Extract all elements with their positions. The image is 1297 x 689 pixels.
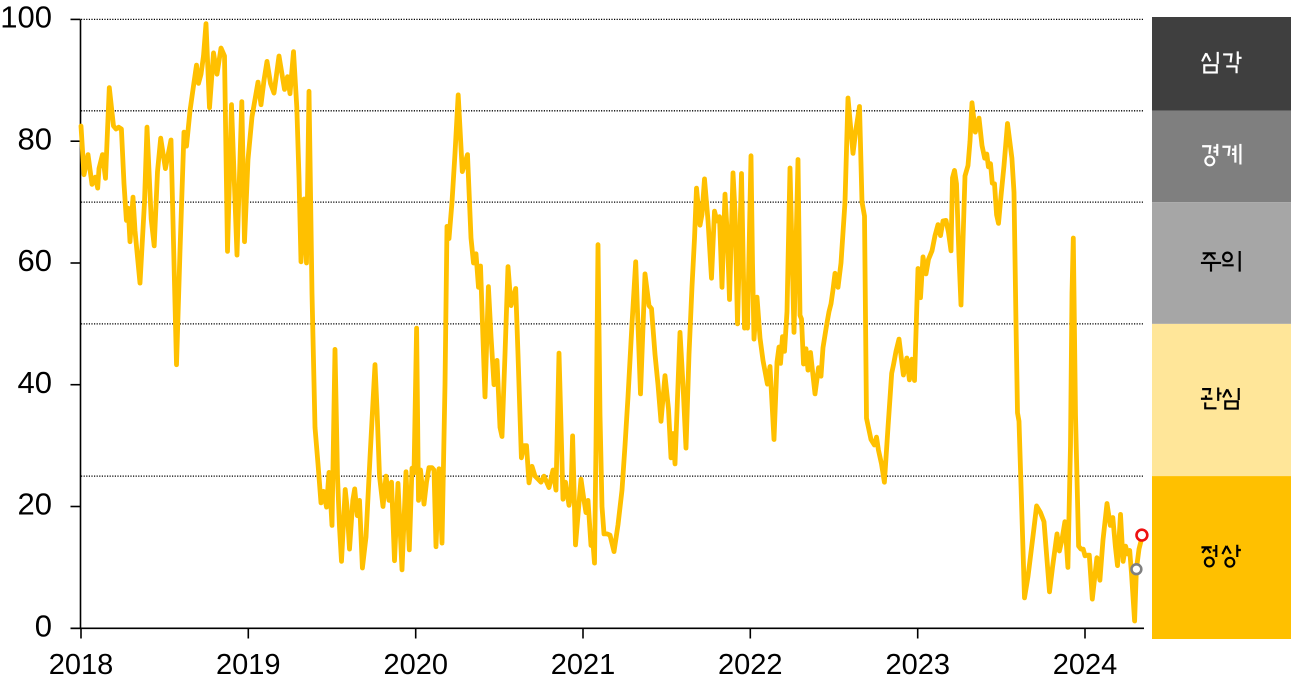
svg-text:100: 100 xyxy=(0,0,52,35)
svg-text:2022: 2022 xyxy=(718,649,783,681)
svg-text:2020: 2020 xyxy=(383,649,448,681)
svg-text:80: 80 xyxy=(18,121,52,156)
svg-text:40: 40 xyxy=(18,365,52,400)
svg-text:20: 20 xyxy=(18,487,52,522)
svg-text:2018: 2018 xyxy=(49,649,114,681)
svg-text:2019: 2019 xyxy=(216,649,281,681)
svg-text:0: 0 xyxy=(35,609,52,644)
svg-text:2023: 2023 xyxy=(885,649,950,681)
svg-text:60: 60 xyxy=(18,243,52,278)
svg-text:2024: 2024 xyxy=(1053,649,1118,681)
svg-text:2021: 2021 xyxy=(551,649,616,681)
